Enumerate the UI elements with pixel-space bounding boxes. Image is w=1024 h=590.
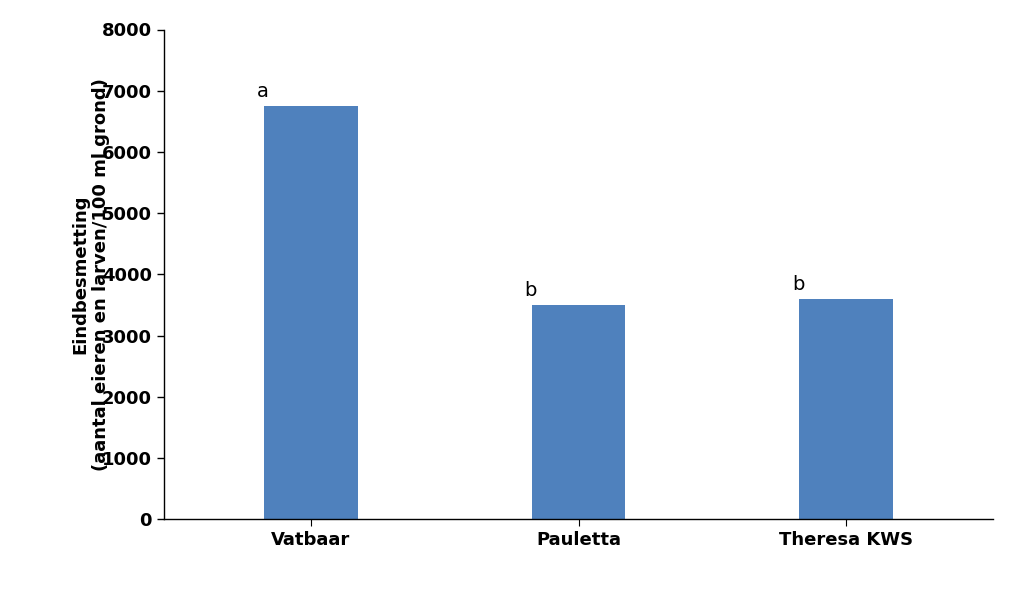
Bar	[264, 106, 357, 519]
Text: a: a	[257, 82, 268, 101]
Bar	[531, 305, 626, 519]
Text: b: b	[524, 281, 537, 300]
Bar	[800, 299, 893, 519]
Y-axis label: Eindbesmetting
(aantal eieren en larven/100 ml grond): Eindbesmetting (aantal eieren en larven/…	[72, 78, 111, 471]
Text: b: b	[792, 275, 804, 294]
